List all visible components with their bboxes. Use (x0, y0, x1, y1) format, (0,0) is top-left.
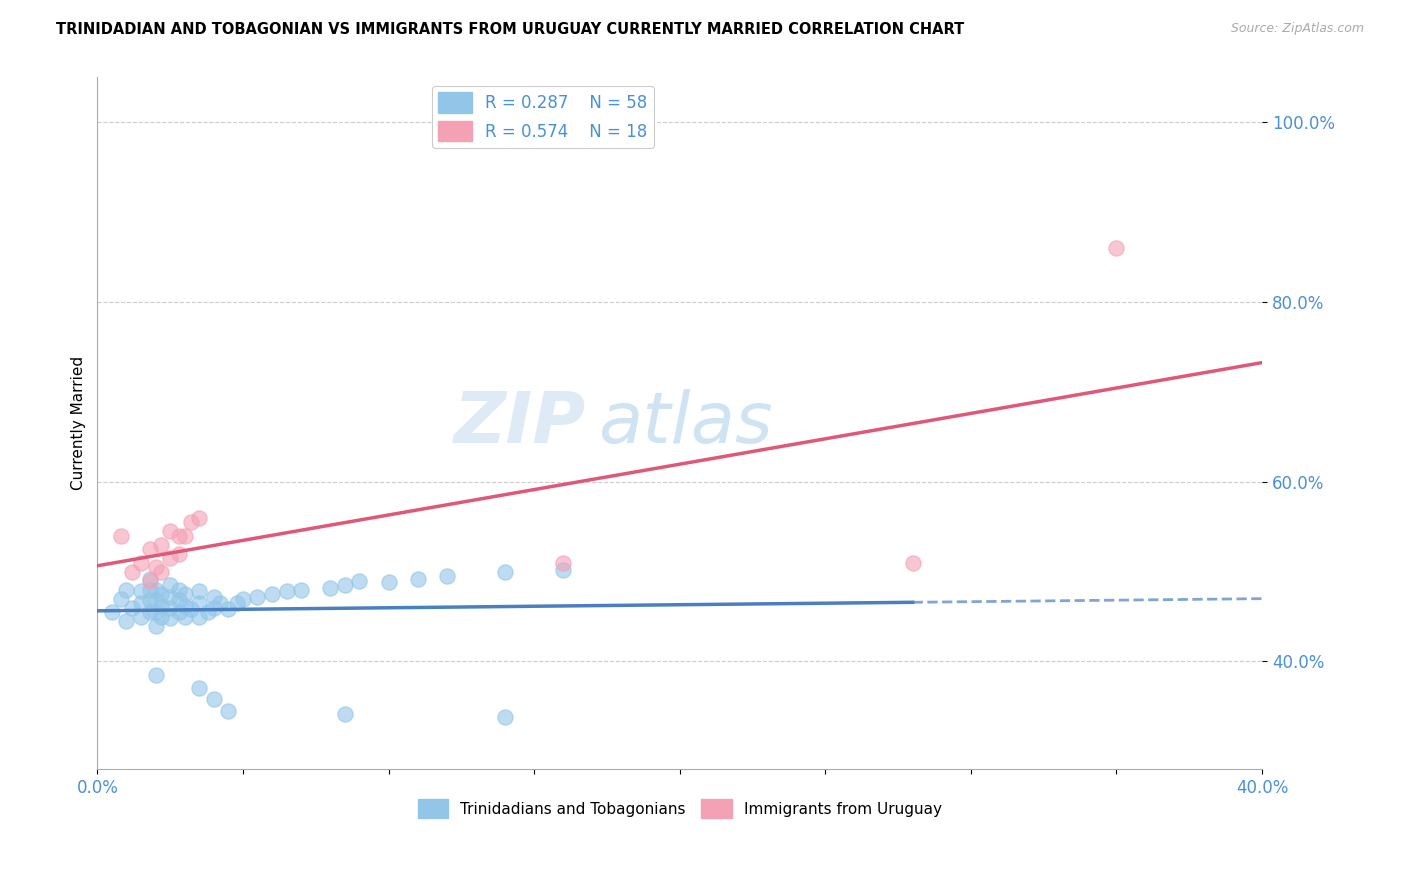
Point (139, 574, 162, 588)
Point (901, 556, 924, 570)
Text: ZIP: ZIP (454, 389, 586, 458)
Point (150, 599, 173, 613)
Point (129, 596, 152, 610)
Point (145, 618, 167, 632)
Point (202, 692, 225, 706)
Legend: Trinidadians and Tobagonians, Immigrants from Uruguay: Trinidadians and Tobagonians, Immigrants… (412, 793, 948, 824)
Point (1105, 241, 1128, 255)
Point (173, 599, 195, 613)
Y-axis label: Currently Married: Currently Married (72, 356, 86, 491)
Point (217, 704, 239, 718)
Point (333, 706, 356, 721)
Point (173, 529, 195, 543)
Point (121, 600, 143, 615)
Text: atlas: atlas (598, 389, 773, 458)
Point (159, 611, 181, 625)
Point (333, 578, 356, 592)
Point (115, 614, 138, 628)
Point (150, 587, 173, 601)
Point (159, 551, 181, 566)
Point (129, 609, 152, 624)
Point (159, 600, 181, 615)
Point (217, 602, 239, 616)
Point (145, 582, 167, 597)
Point (208, 596, 231, 610)
Point (494, 710, 516, 724)
Point (246, 590, 269, 604)
Point (197, 605, 219, 619)
Point (167, 529, 190, 543)
Text: TRINIDADIAN AND TOBAGONIAN VS IMMIGRANTS FROM URUGUAY CURRENTLY MARRIED CORRELAT: TRINIDADIAN AND TOBAGONIAN VS IMMIGRANTS… (56, 22, 965, 37)
Point (180, 602, 202, 616)
Point (319, 581, 342, 595)
Point (494, 565, 516, 579)
Point (115, 582, 138, 597)
Point (406, 572, 429, 586)
Point (150, 538, 173, 552)
Point (139, 593, 162, 607)
Text: Source: ZipAtlas.com: Source: ZipAtlas.com (1230, 22, 1364, 36)
Point (173, 609, 195, 624)
Point (101, 605, 124, 619)
Point (110, 529, 132, 543)
Point (290, 582, 312, 597)
Point (159, 590, 181, 604)
Point (260, 587, 283, 601)
Point (139, 542, 162, 557)
Point (167, 605, 190, 619)
Point (188, 584, 211, 599)
Point (377, 575, 399, 590)
Point (202, 590, 225, 604)
Point (145, 605, 167, 619)
Point (173, 587, 195, 601)
Point (139, 582, 162, 597)
Point (121, 565, 143, 579)
Point (129, 556, 152, 570)
Point (167, 582, 190, 597)
Point (188, 596, 211, 610)
Point (110, 591, 132, 606)
Point (150, 565, 173, 579)
Point (145, 560, 167, 574)
Point (150, 609, 173, 624)
Point (436, 569, 458, 583)
Point (226, 596, 249, 610)
Point (188, 609, 211, 624)
Point (232, 591, 254, 606)
Point (188, 510, 211, 524)
Point (553, 563, 575, 577)
Point (202, 600, 225, 615)
Point (159, 578, 181, 592)
Point (129, 584, 152, 599)
Point (553, 556, 575, 570)
Point (167, 547, 190, 561)
Point (167, 593, 190, 607)
Point (276, 584, 298, 599)
Point (159, 524, 181, 539)
Point (145, 593, 167, 607)
Point (349, 574, 371, 588)
Point (180, 515, 202, 529)
Point (145, 668, 167, 682)
Point (139, 572, 162, 586)
Point (188, 681, 211, 696)
Point (139, 605, 162, 619)
